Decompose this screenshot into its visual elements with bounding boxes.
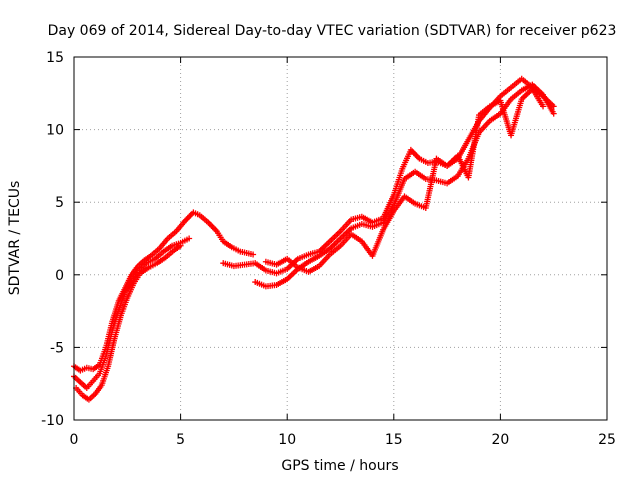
y-tick-label: 10 xyxy=(46,123,64,139)
y-tick-label: 0 xyxy=(55,268,64,284)
x-tick-label: 20 xyxy=(491,432,509,448)
series-track-3 xyxy=(73,242,184,403)
y-tick-label: 15 xyxy=(46,50,64,66)
grid-layer xyxy=(74,57,607,420)
y-tick-label: -10 xyxy=(41,413,64,429)
series-track-6 xyxy=(262,85,547,275)
data-point xyxy=(550,110,557,117)
x-tick-label: 10 xyxy=(278,432,296,448)
data-layer xyxy=(71,75,557,403)
data-point xyxy=(186,235,193,242)
x-tick-label: 25 xyxy=(598,432,616,448)
y-tick-label: -5 xyxy=(50,340,64,356)
tick-layer: 0 5 10 15 20 25 -10 -5 0 5 10 15 xyxy=(41,50,616,448)
data-point xyxy=(250,251,257,258)
data-point xyxy=(540,103,547,110)
x-tick-label: 0 xyxy=(70,432,79,448)
data-point xyxy=(177,242,184,249)
x-axis-label: GPS time / hours xyxy=(281,458,398,474)
x-tick-label: 15 xyxy=(385,432,403,448)
series-track-1 xyxy=(71,209,257,374)
x-tick-label: 5 xyxy=(176,432,185,448)
chart-title: Day 069 of 2014, Sidereal Day-to-day VTE… xyxy=(48,23,617,39)
plot-frame xyxy=(73,56,608,421)
y-tick-label: 5 xyxy=(55,195,64,211)
series-track-2 xyxy=(71,235,193,392)
y-axis-label: SDTVAR / TECUs xyxy=(7,181,23,296)
